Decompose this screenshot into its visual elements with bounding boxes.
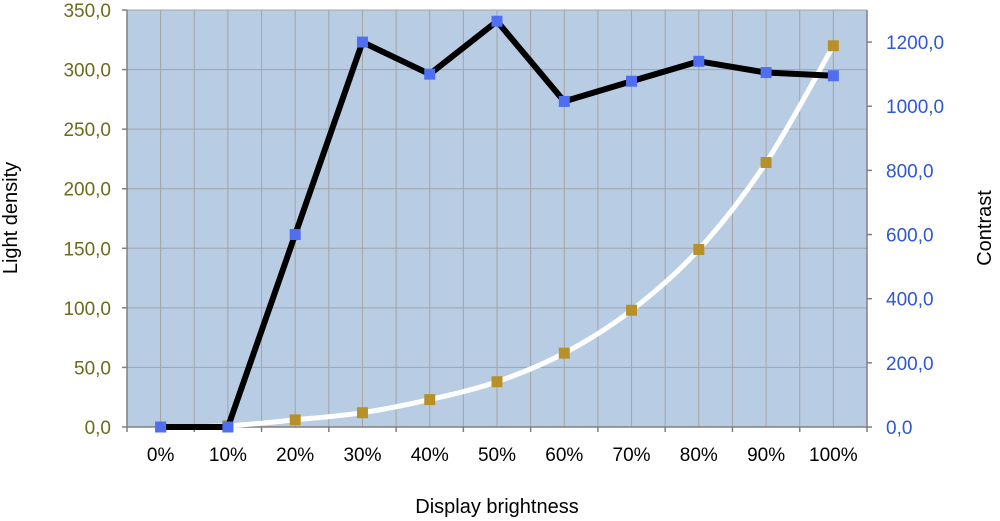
data-point	[424, 68, 436, 80]
data-point	[558, 95, 570, 107]
x-tick-label: 90%	[747, 445, 785, 466]
y-right-tick-label: 600,0	[886, 226, 934, 247]
y-left-tick-label: 300,0	[63, 61, 111, 82]
x-tick-label: 10%	[209, 445, 247, 466]
series-line	[158, 43, 836, 430]
data-point	[626, 75, 638, 87]
y-right-tick-label: 0,0	[886, 418, 912, 439]
x-tick-label: 0%	[147, 445, 175, 466]
data-point	[491, 376, 503, 388]
data-point	[827, 70, 839, 82]
data-point	[760, 157, 772, 169]
data-point	[491, 15, 503, 27]
data-point	[222, 421, 234, 433]
y-left-tick-label: 250,0	[63, 120, 111, 141]
data-point	[356, 36, 368, 48]
y-axis-right-title: Contrast	[974, 190, 996, 266]
y-left-tick-label: 200,0	[63, 180, 111, 201]
data-point	[289, 414, 301, 426]
x-tick-label: 50%	[478, 445, 516, 466]
y-right-tick-label: 200,0	[886, 354, 934, 375]
data-point	[693, 55, 705, 67]
y-left-tick-label: 0,0	[85, 418, 111, 439]
y-left-tick-label: 50,0	[74, 358, 111, 379]
x-tick-label: 30%	[343, 445, 381, 466]
y-right-tick-label: 400,0	[886, 290, 934, 311]
data-point	[155, 421, 167, 433]
data-point	[558, 347, 570, 359]
x-tick-label: 20%	[276, 445, 314, 466]
x-axis-title: Display brightness	[415, 496, 578, 518]
y-left-tick-label: 350,0	[63, 1, 111, 22]
tick-labels: 0,0 50,0 100,0 150,0 200,0 250,0 300,0 350,0 0,0…	[63, 1, 944, 466]
x-tick-label: 80%	[680, 445, 718, 466]
data-point	[760, 67, 772, 79]
series	[155, 15, 839, 433]
axes	[122, 9, 872, 432]
y-right-tick-label: 800,0	[886, 161, 934, 182]
x-tick-label: 60%	[545, 445, 583, 466]
x-tick-label: 100%	[809, 445, 858, 466]
y-right-tick-label: 1000,0	[886, 97, 944, 118]
data-point	[827, 40, 839, 52]
y-left-tick-label: 100,0	[63, 299, 111, 320]
x-tick-label: 70%	[613, 445, 651, 466]
data-point	[693, 243, 705, 255]
data-point	[356, 407, 368, 419]
y-axis-left-title: Light density	[0, 162, 22, 274]
data-point	[626, 304, 638, 316]
y-left-tick-label: 150,0	[63, 239, 111, 260]
series-contrast	[155, 15, 839, 433]
data-point	[424, 394, 436, 406]
x-tick-label: 40%	[411, 445, 449, 466]
y-right-tick-label: 1200,0	[886, 33, 944, 54]
data-point	[289, 229, 301, 241]
